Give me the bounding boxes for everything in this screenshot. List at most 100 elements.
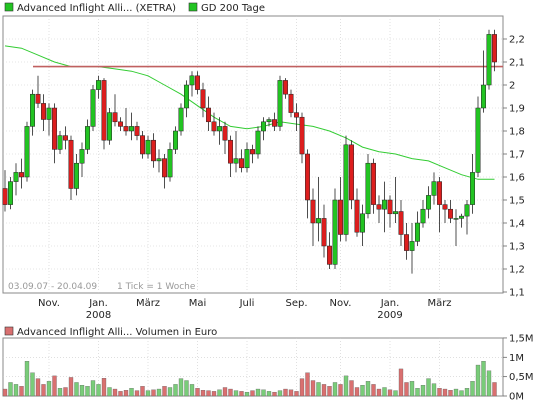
candle-body (195, 75, 200, 90)
candle-body (2, 188, 8, 205)
volume-bar (30, 372, 35, 397)
volume-bar (283, 388, 288, 397)
volume-tick-label: 1,5M (509, 333, 534, 344)
candle-body (239, 158, 244, 169)
volume-bar (420, 385, 426, 397)
candle-body (211, 121, 217, 132)
candle-body (299, 116, 305, 155)
candle-body (217, 126, 222, 132)
candle-body (162, 158, 167, 178)
candle-body (470, 172, 475, 205)
candle-body (459, 215, 464, 219)
candle-body (79, 149, 85, 164)
price-tick-label: 1,5 (509, 196, 525, 207)
volume-bar (123, 390, 129, 397)
candle-body (310, 199, 316, 224)
volume-bar (52, 375, 57, 397)
candle-body (46, 107, 52, 120)
x-month-label: Nov. (330, 298, 352, 309)
candle-body (107, 112, 112, 141)
volume-legend-label: Advanced Inflight Alli... Volumen in Eur… (17, 327, 217, 338)
candle-body (349, 144, 354, 201)
x-year-label: 2009 (377, 310, 402, 321)
volume-bar (470, 381, 475, 397)
candle-body (492, 34, 497, 63)
volume-bar (305, 372, 310, 397)
volume-bar (74, 382, 79, 397)
volume-bar (404, 382, 409, 397)
price-tick-label: 2,1 (509, 58, 525, 69)
candle-body (74, 162, 79, 189)
volume-bar (459, 390, 464, 397)
candle-body (261, 121, 266, 132)
candle-body (96, 80, 101, 90)
volume-bar (294, 391, 299, 397)
volume-bar (68, 377, 74, 397)
volume-bar (321, 384, 327, 397)
volume-bar (195, 388, 200, 397)
candle-body (464, 204, 470, 217)
candle-body (354, 199, 360, 233)
x-month-label: Sep. (285, 298, 307, 309)
volume-bar (398, 368, 404, 397)
volume-bar (426, 378, 431, 397)
volume-bar (189, 384, 195, 397)
price-tick-label: 1,9 (509, 104, 525, 115)
volume-bar (376, 388, 382, 397)
volume-bar (167, 387, 173, 397)
ma-legend-label: GD 200 Tage (201, 3, 265, 14)
volume-bar (13, 384, 19, 397)
price-tick-label: 2 (509, 81, 515, 92)
volume-bar (266, 391, 272, 397)
volume-bar (35, 378, 41, 397)
volume-bar (250, 390, 255, 397)
volume-bar (85, 386, 90, 397)
x-month-label: Nov. (38, 298, 60, 309)
tick-info-text: 1 Tick = 1 Woche (117, 282, 196, 292)
candle-body (398, 211, 404, 235)
x-month-label: Mai (189, 298, 207, 309)
volume-bar (239, 391, 244, 397)
candle-body (118, 121, 123, 127)
volume-bar (178, 378, 184, 397)
volume-bar (431, 383, 437, 397)
volume-bar (41, 384, 46, 397)
candle-body (8, 181, 13, 205)
price-tick-label: 1,7 (509, 150, 525, 161)
candle-body (178, 107, 184, 132)
candle-body (112, 112, 118, 123)
price-legend-swatch (4, 2, 14, 12)
price-axis-ticks: 2,2 2,1 2 1,9 1,8 1,7 1,6 1,5 1,4 1,3 1,2 1,1 (503, 35, 525, 299)
candle-body (85, 126, 90, 150)
candle-body (316, 218, 321, 224)
volume-bar (8, 382, 13, 397)
volume-tick-label: 1M (509, 353, 524, 364)
candle-body (255, 130, 261, 155)
volume-bar (492, 382, 497, 397)
volume-bar (134, 390, 140, 397)
volume-bar (327, 386, 332, 397)
candle-body (404, 234, 409, 251)
candle-body (184, 84, 189, 109)
volume-bar (228, 388, 233, 397)
x-month-label: Juli (239, 298, 255, 309)
price-legend-label: Advanced Inflight Alli... (XETRA) (17, 3, 176, 14)
volume-bar (354, 387, 360, 397)
volume-legend-swatch (4, 326, 14, 336)
price-tick-label: 1,6 (509, 173, 525, 184)
volume-tick-label: 0M (509, 392, 524, 403)
x-month-label: Jan. (380, 298, 400, 309)
volume-series (2, 361, 497, 397)
volume-bar (79, 385, 85, 397)
candle-body (52, 107, 57, 150)
volume-bar (349, 380, 354, 397)
volume-bar (244, 391, 250, 397)
volume-bar (299, 378, 305, 397)
candle-body (244, 149, 250, 169)
volume-bar (63, 387, 68, 397)
ma-legend-swatch (188, 2, 198, 12)
volume-bar (382, 387, 387, 397)
candle-body (206, 107, 211, 123)
candle-body (288, 93, 294, 113)
candle-body (431, 181, 437, 196)
